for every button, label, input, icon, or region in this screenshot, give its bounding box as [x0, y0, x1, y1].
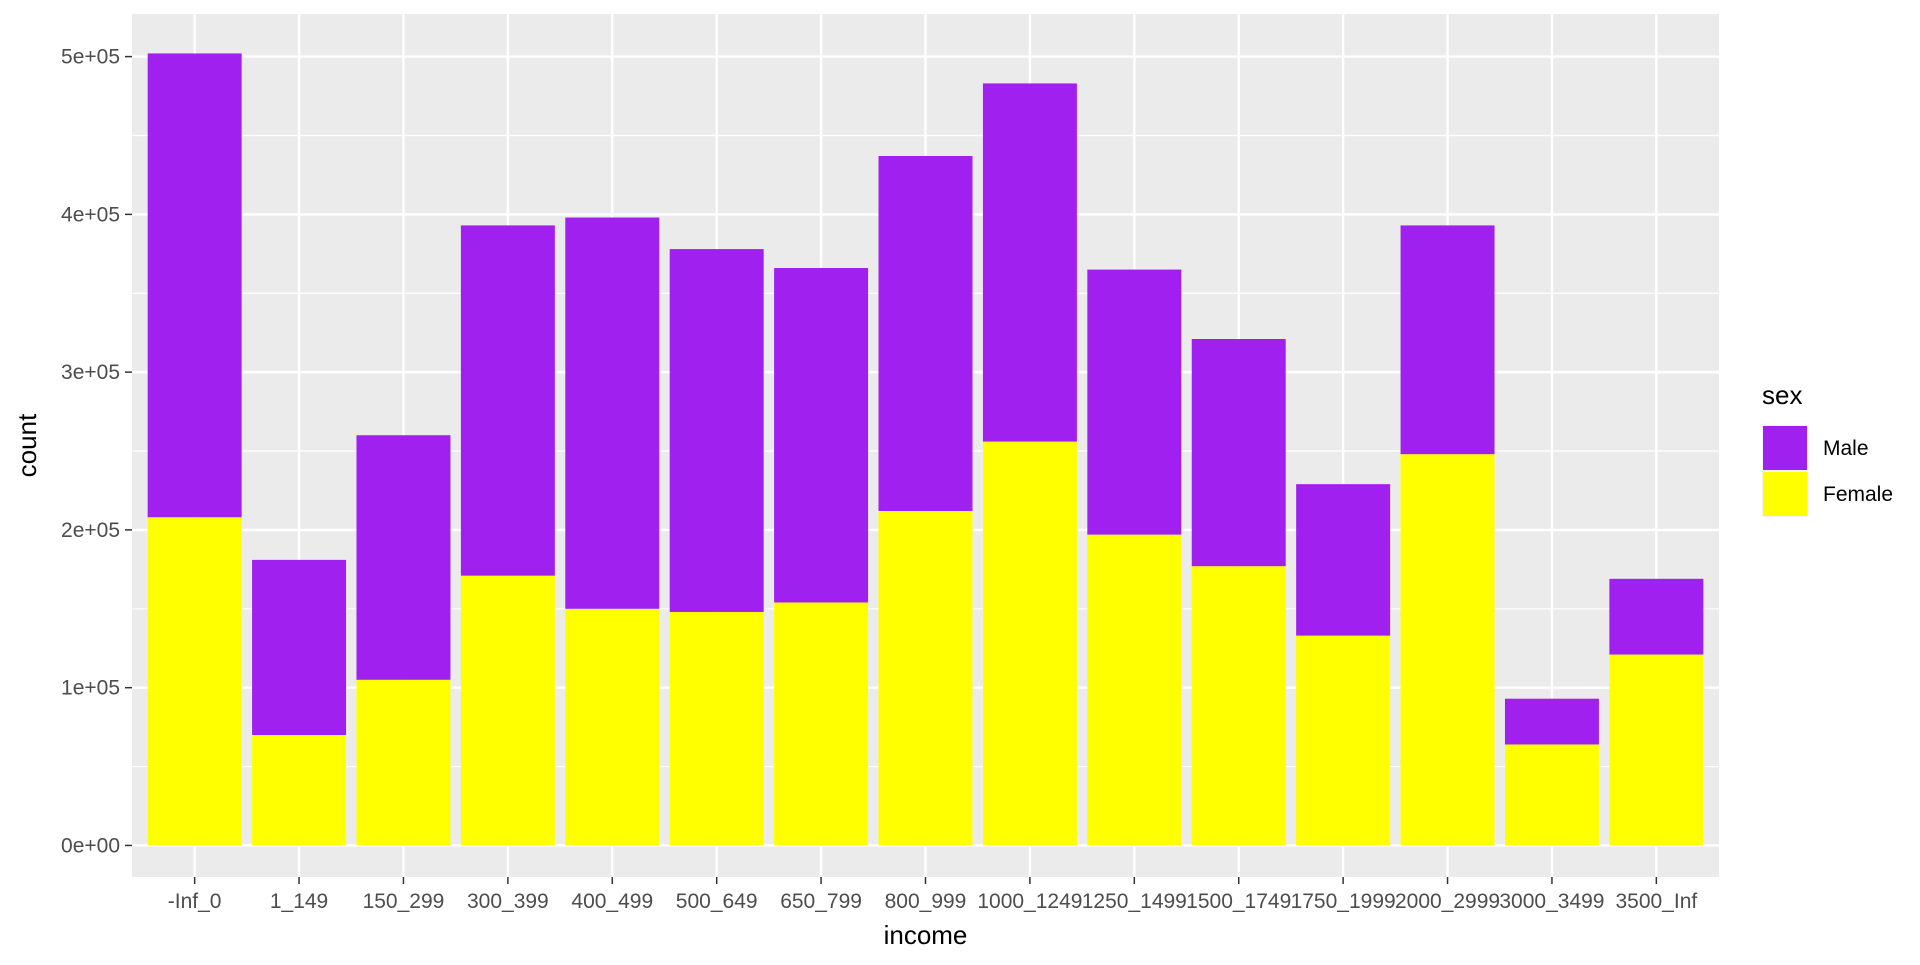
x-tick-label: 2000_2999	[1395, 890, 1500, 913]
x-tick-label: 400_499	[571, 890, 653, 913]
legend-label-female: Female	[1823, 483, 1893, 506]
bar-male-800_999	[878, 155, 973, 511]
x-tick-label: 1000_1249	[977, 890, 1082, 913]
x-tick-label: 3000_3499	[1499, 890, 1604, 913]
bar-female-150_299	[356, 679, 451, 846]
bar-female-2000_2999	[1400, 454, 1495, 846]
bar-male-3500_Inf	[1609, 578, 1704, 655]
bar-male-500_649	[669, 249, 764, 612]
x-tick-label: 3500_Inf	[1615, 890, 1697, 913]
y-tick-label: 3e+05	[61, 361, 120, 384]
legend-swatch-female	[1763, 472, 1807, 516]
y-tick-label: 4e+05	[61, 203, 120, 226]
bar-female-3000_3499	[1504, 744, 1599, 846]
y-axis-ticks: 0e+00 1e+05 2e+05 3e+05 4e+05 5e+05	[61, 46, 132, 857]
bar-female-800_999	[878, 510, 973, 846]
bars	[147, 53, 1704, 846]
bar-female-1750_1999	[1296, 635, 1391, 846]
y-tick-label: 2e+05	[61, 519, 120, 542]
bar-male-1_149	[252, 559, 347, 736]
x-tick-label: 500_649	[676, 890, 758, 913]
bar-female-650_799	[774, 602, 869, 846]
x-tick-label: 300_399	[467, 890, 549, 913]
legend-label-male: Male	[1823, 437, 1869, 460]
x-tick-label: 650_799	[780, 890, 862, 913]
x-tick-label: -Inf_0	[168, 890, 222, 913]
bar-male-3000_3499	[1504, 698, 1599, 745]
bar-female-400_499	[565, 608, 660, 846]
bar-male-1750_1999	[1296, 484, 1391, 636]
x-axis-ticks: -Inf_0 1_149 150_299 300_399 400_499 500_649 6…	[168, 877, 1697, 913]
legend-title: sex	[1762, 380, 1802, 410]
bar-female-300_399	[460, 575, 555, 846]
y-tick-label: 1e+05	[61, 677, 120, 700]
x-tick-label: 1500_1749	[1186, 890, 1291, 913]
bar-female-1500_1749	[1191, 566, 1286, 846]
y-tick-label: 5e+05	[61, 46, 120, 69]
legend-swatch-male	[1763, 426, 1807, 470]
bar-female-1250_1499	[1087, 534, 1182, 846]
bar-male-150_299	[356, 435, 451, 680]
bar-male-1250_1499	[1087, 269, 1182, 535]
bar-female-500_649	[669, 611, 764, 846]
bar-male-1500_1749	[1191, 339, 1286, 567]
bar-female-1_149	[252, 735, 347, 846]
bar-male-400_499	[565, 217, 660, 609]
x-axis-title: income	[884, 920, 968, 950]
x-tick-label: 1_149	[270, 890, 328, 913]
x-tick-label: 800_999	[885, 890, 967, 913]
bar-female-1000_1249	[982, 441, 1077, 846]
y-tick-label: 0e+00	[61, 834, 120, 857]
bar-male--Inf_0	[147, 53, 242, 518]
bar-male-2000_2999	[1400, 225, 1495, 455]
bar-male-650_799	[774, 268, 869, 603]
legend: sex Male Female	[1762, 380, 1893, 517]
x-tick-label: 150_299	[363, 890, 445, 913]
bar-male-300_399	[460, 225, 555, 576]
y-axis-title: count	[12, 413, 42, 477]
x-tick-label: 1250_1499	[1082, 890, 1187, 913]
bar-female--Inf_0	[147, 517, 242, 846]
x-tick-label: 1750_1999	[1291, 890, 1396, 913]
bar-female-3500_Inf	[1609, 654, 1704, 846]
bar-male-1000_1249	[982, 83, 1077, 442]
